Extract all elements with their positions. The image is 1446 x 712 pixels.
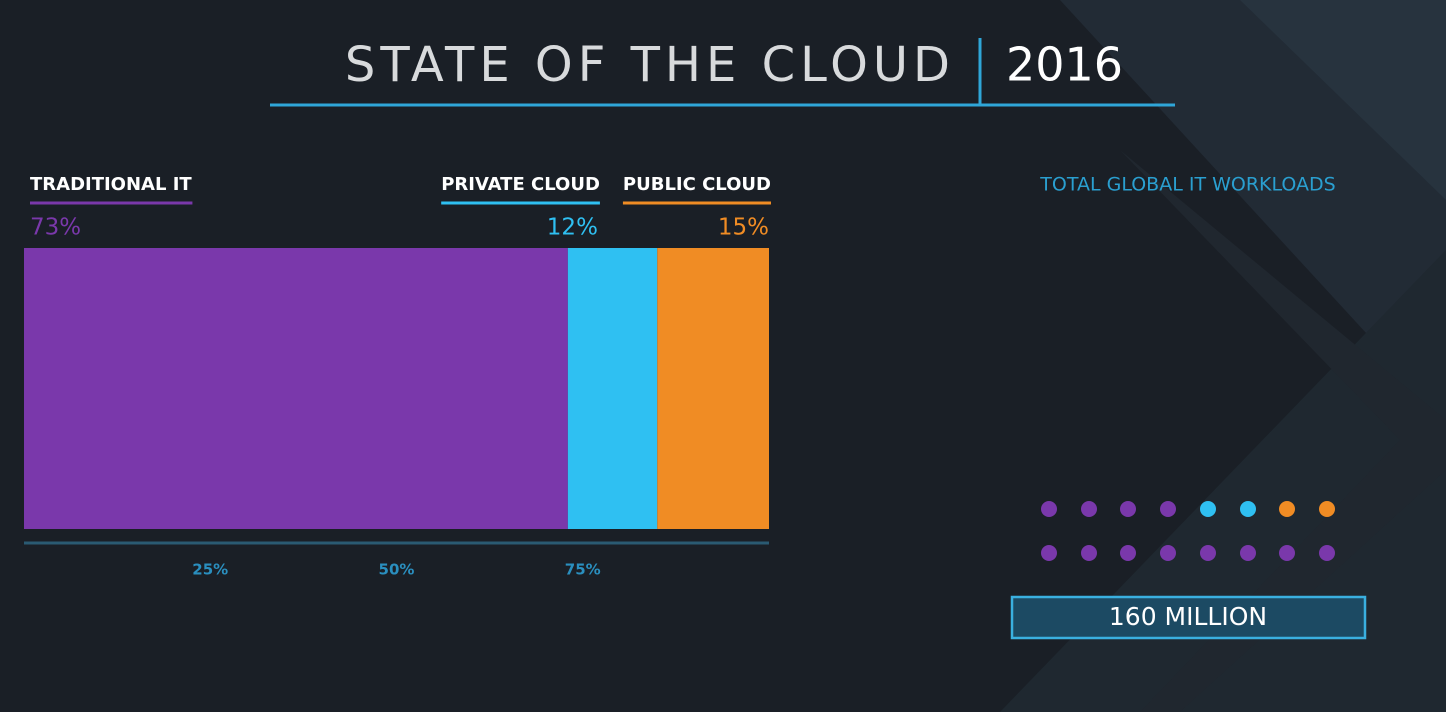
bar-segment [657,248,769,529]
dot [1160,545,1176,561]
dot [1319,501,1335,517]
dot [1160,501,1176,517]
dot [1041,545,1057,561]
dot [1319,545,1335,561]
dot [1240,545,1256,561]
dot [1041,501,1057,517]
pictogram [1041,501,1335,561]
bar-segment [24,248,568,529]
x-tick-label: 25% [192,561,228,579]
dot [1120,501,1136,517]
x-tick-label: 50% [379,561,415,579]
value-label: 15% [718,215,769,241]
value-label: 12% [547,215,598,241]
bar-segment [567,248,658,529]
dot [1279,501,1295,517]
total-box [1010,595,1367,640]
background-shape [1240,0,1446,200]
legend-label: TRADITIONAL IT [30,174,192,195]
legend-label: PUBLIC CLOUD [623,174,771,195]
title: STATE OF THE CLOUD [345,37,955,93]
total-value: 160 MILLION [1109,602,1267,631]
dot [1200,545,1216,561]
subtitle: 2016 [1006,38,1123,92]
dot [1279,545,1295,561]
dot [1081,545,1097,561]
dot [1081,501,1097,517]
dot [1120,545,1136,561]
x-tick-label: 75% [565,561,601,579]
panel-title: TOTAL GLOBAL IT WORKLOADS [1039,174,1335,196]
dot [1240,501,1256,517]
legend-label: PRIVATE CLOUD [441,174,600,195]
value-label: 73% [30,215,81,241]
dot [1200,501,1216,517]
